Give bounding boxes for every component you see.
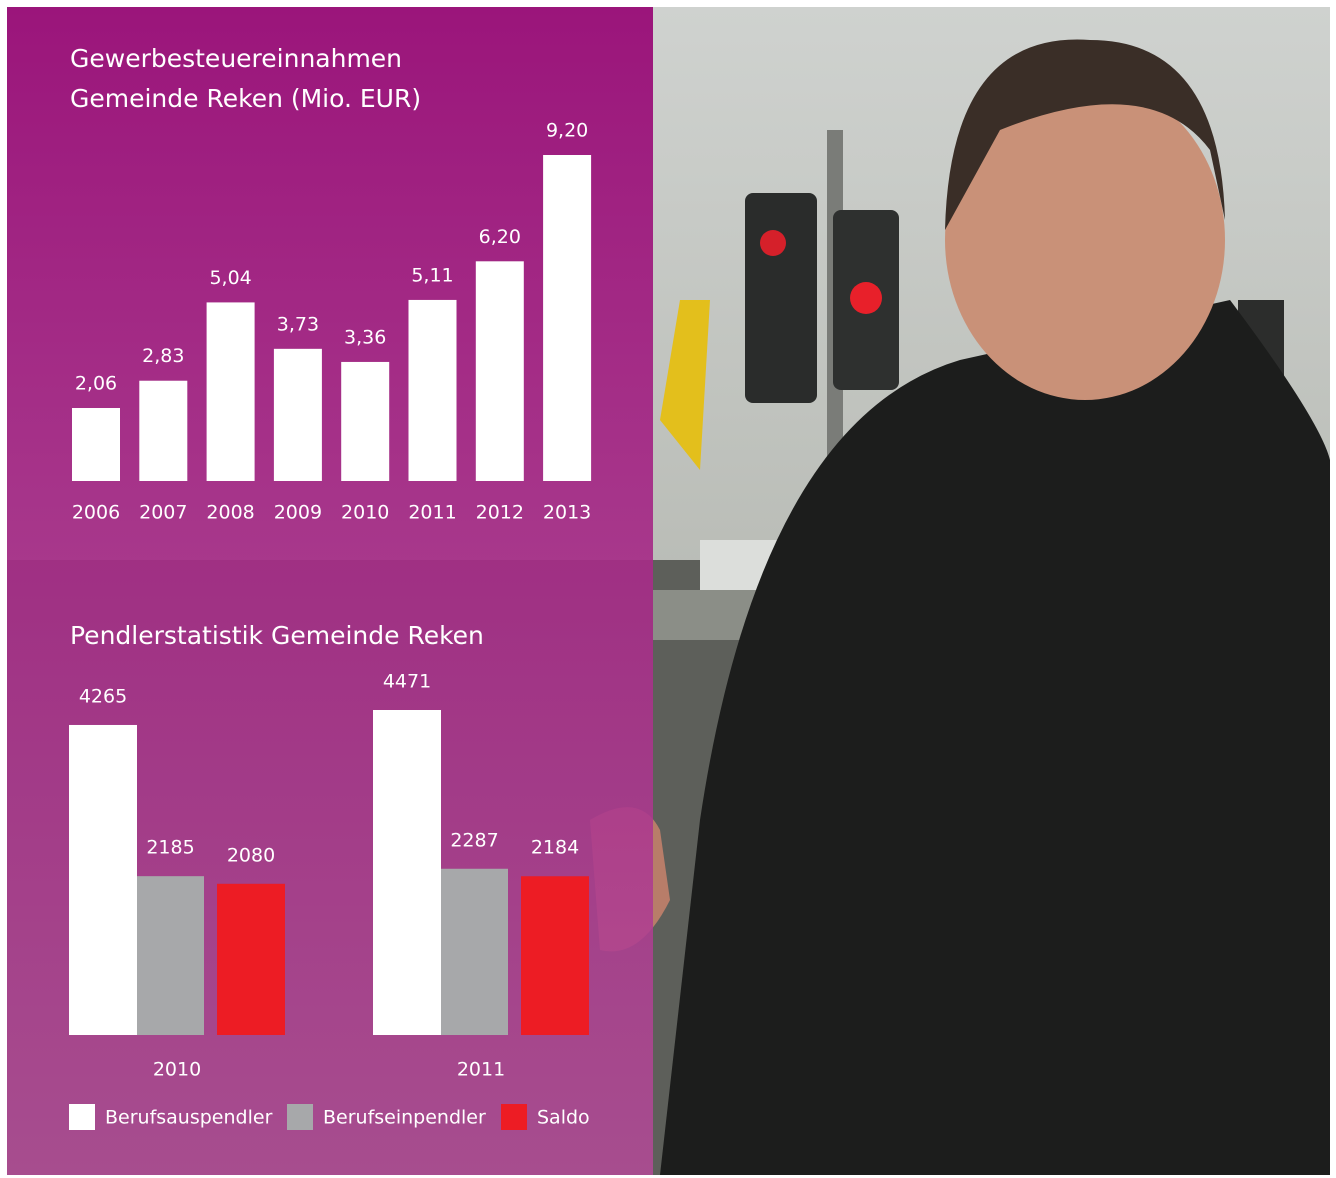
x-tick-label: 2006 <box>72 502 120 524</box>
value-label: 6,20 <box>479 226 521 248</box>
bar <box>476 261 524 481</box>
value-label: 4265 <box>79 685 127 707</box>
x-tick-label: 2007 <box>139 502 187 524</box>
bar <box>341 362 389 481</box>
x-tick-label: 2012 <box>476 502 524 524</box>
bar <box>441 869 508 1035</box>
value-label: 2287 <box>450 829 498 851</box>
legend-label: Berufsauspendler <box>105 1107 273 1129</box>
x-tick-label: 2010 <box>341 502 389 524</box>
value-label: 2185 <box>146 837 194 859</box>
x-tick-label: 2011 <box>408 502 456 524</box>
bar <box>373 710 441 1035</box>
value-label: 2,06 <box>75 373 117 395</box>
bar <box>521 876 589 1035</box>
page: {"chart_data": [ {"type": "bar", "title"… <box>0 0 1336 1178</box>
legend-swatch <box>287 1104 313 1130</box>
value-label: 3,73 <box>277 313 319 335</box>
value-label: 2184 <box>531 837 579 859</box>
value-label: 9,20 <box>546 120 588 142</box>
value-label: 5,11 <box>411 264 453 286</box>
bar <box>207 302 255 481</box>
value-label: 5,04 <box>209 267 251 289</box>
bar <box>69 725 137 1035</box>
legend-label: Saldo <box>537 1107 590 1129</box>
bar <box>217 884 285 1035</box>
chart-title: Gewerbesteuereinnahmen <box>70 44 402 73</box>
x-tick-label: 2013 <box>543 502 591 524</box>
value-label: 2,83 <box>142 345 184 367</box>
bar <box>543 155 591 481</box>
chart-title: Gemeinde Reken (Mio. EUR) <box>70 84 421 113</box>
bar <box>409 300 457 481</box>
bar <box>274 349 322 481</box>
infographic: Gewerbesteuereinnahmen Gemeinde Reken (M… <box>0 0 1336 1178</box>
value-label: 3,36 <box>344 326 386 348</box>
value-label: 4471 <box>383 671 431 693</box>
x-tick-label: 2011 <box>457 1059 505 1081</box>
x-tick-label: 2008 <box>206 502 254 524</box>
chart-title: Pendlerstatistik Gemeinde Reken <box>70 621 484 650</box>
value-label: 2080 <box>227 844 275 866</box>
bar <box>139 381 187 481</box>
x-tick-label: 2009 <box>274 502 322 524</box>
x-tick-label: 2010 <box>153 1059 201 1081</box>
bar <box>137 876 204 1035</box>
legend-swatch <box>501 1104 527 1130</box>
legend-label: Berufseinpendler <box>323 1107 486 1129</box>
bar <box>72 408 120 481</box>
legend-swatch <box>69 1104 95 1130</box>
